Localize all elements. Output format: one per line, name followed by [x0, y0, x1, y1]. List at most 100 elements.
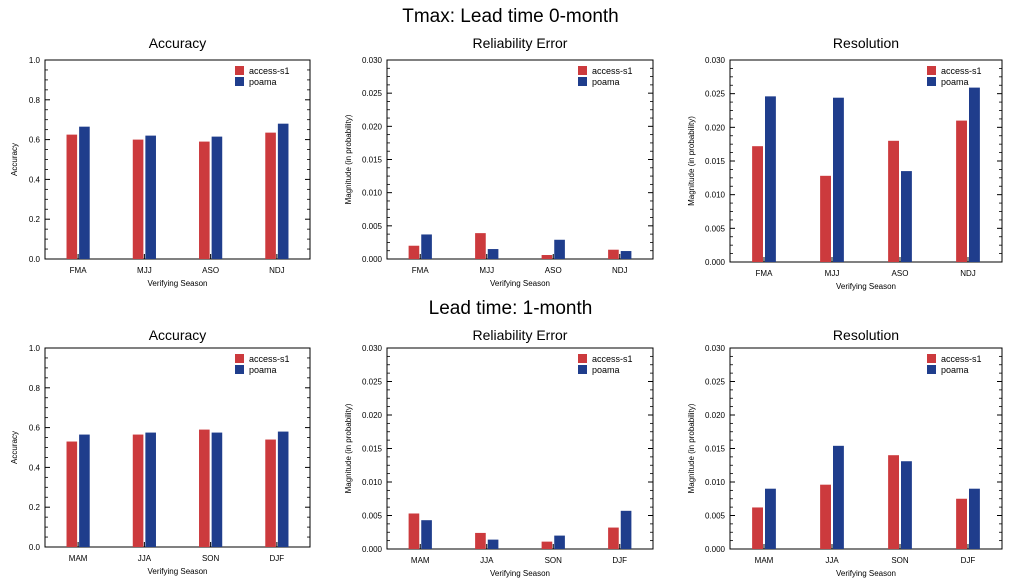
legend-label-poama: poama	[941, 77, 969, 87]
x-tick-label-ndj: NDJ	[960, 269, 976, 278]
bar-access-s1-fma	[408, 245, 420, 259]
y-tick-label: 0.010	[362, 478, 383, 487]
y-tick-label: 0.0	[29, 543, 41, 552]
y-tick-label: 0.020	[362, 411, 383, 420]
y-tick-label: 0.030	[362, 56, 383, 65]
x-tick-label-fma: FMA	[70, 266, 88, 275]
legend-label-poama: poama	[249, 77, 277, 87]
bar-access-s1-aso	[541, 255, 553, 259]
legend-label-access-s1: access-s1	[941, 66, 982, 76]
y-tick-label: 0.025	[362, 378, 383, 387]
y-tick-label: 0.030	[362, 344, 383, 353]
legend-swatch-poama	[578, 365, 587, 374]
bar-access-s1-jja	[132, 434, 144, 547]
y-tick-label: 0.000	[362, 545, 383, 554]
bar-poama-mjj	[487, 249, 499, 259]
legend-label-access-s1: access-s1	[592, 66, 633, 76]
x-tick-label-son: SON	[891, 556, 909, 565]
legend-swatch-access-s1	[235, 66, 244, 75]
accuracy-chart-lead-0: Accuracy 0.0 0.2 0.4 0.6 0.8 1.0 Accuracy FMA MJJ…	[10, 35, 311, 288]
row-title-lead-0: Tmax: Lead time 0-month	[402, 6, 619, 27]
bar-access-s1-djf	[956, 498, 967, 549]
legend-swatch-access-s1	[578, 66, 587, 75]
x-axis-label: Verifying Season	[490, 569, 550, 578]
y-tick-label: 0.6	[29, 136, 41, 145]
x-tick-label-mam: MAM	[411, 556, 430, 565]
x-tick-label-son: SON	[545, 556, 563, 565]
y-tick-label: 0.010	[705, 191, 726, 200]
bar-access-s1-son	[199, 429, 210, 547]
bar-access-s1-mjj	[475, 233, 486, 259]
bar-poama-djf	[969, 488, 980, 549]
legend-label-poama: poama	[592, 77, 620, 87]
bar-poama-ndj	[277, 123, 289, 260]
bar-poama-ndj	[969, 87, 980, 263]
accuracy-title: Accuracy	[149, 35, 207, 51]
y-tick-label: 0.015	[362, 156, 383, 165]
y-tick-label: 1.0	[29, 56, 41, 65]
resolution-title: Resolution	[833, 35, 899, 51]
x-tick-label-djf: DJF	[270, 554, 285, 563]
x-tick-label-aso: ASO	[202, 266, 219, 275]
y-tick-label: 0.015	[362, 445, 383, 454]
y-tick-label: 0.000	[362, 255, 383, 264]
legend-label-poama: poama	[941, 365, 969, 375]
bar-access-s1-mjj	[820, 175, 831, 262]
row-title-lead-1: Lead time: 1-month	[428, 298, 593, 319]
bar-access-s1-mam	[752, 507, 763, 549]
x-tick-label-jja: JJA	[138, 554, 152, 563]
x-tick-label-djf: DJF	[961, 556, 976, 565]
legend-swatch-poama	[235, 77, 244, 86]
legend-swatch-access-s1	[927, 66, 936, 75]
y-tick-label: 0.8	[29, 96, 41, 105]
bar-poama-mjj	[833, 97, 844, 262]
y-tick-label: 0.8	[29, 384, 41, 393]
bar-poama-fma	[79, 126, 90, 259]
x-axis-label: Verifying Season	[147, 279, 207, 288]
x-tick-label-fma: FMA	[756, 269, 774, 278]
bar-poama-mam	[421, 520, 432, 549]
legend-label-access-s1: access-s1	[249, 66, 290, 76]
x-tick-label-fma: FMA	[412, 266, 430, 275]
legend-swatch-access-s1	[927, 354, 936, 363]
x-tick-label-ndj: NDJ	[269, 266, 285, 275]
bar-poama-jja	[487, 539, 499, 549]
bar-poama-mam	[79, 434, 90, 547]
x-axis-label: Verifying Season	[147, 567, 207, 576]
resolution-title: Resolution	[833, 327, 899, 343]
bar-access-s1-son	[541, 541, 553, 549]
y-tick-label: 0.025	[705, 90, 726, 99]
bar-access-s1-mam	[408, 513, 420, 549]
legend-swatch-poama	[235, 365, 244, 374]
y-tick-label: 0.010	[362, 189, 383, 198]
bar-access-s1-aso	[199, 141, 210, 259]
legend-swatch-access-s1	[235, 354, 244, 363]
y-tick-label: 0.005	[705, 224, 726, 233]
accuracy-chart-lead-1: Accuracy 0.0 0.2 0.4 0.6 0.8 1.0 Accuracy MAM JJA…	[10, 327, 311, 576]
bar-poama-ndj	[620, 251, 632, 259]
y-tick-label: 0.015	[705, 445, 726, 454]
legend-label-access-s1: access-s1	[941, 354, 982, 364]
accuracy-title: Accuracy	[149, 327, 207, 343]
x-tick-label-mjj: MJJ	[479, 266, 494, 275]
x-tick-label-jja: JJA	[825, 556, 839, 565]
bar-access-s1-aso	[888, 140, 899, 262]
y-tick-label: 0.015	[705, 157, 726, 166]
y-axis-label: Accuracy	[10, 143, 19, 176]
y-tick-label: 0.4	[29, 175, 41, 184]
bar-poama-fma	[765, 96, 776, 262]
y-tick-label: 0.0	[29, 255, 41, 264]
y-tick-label: 0.025	[362, 89, 383, 98]
y-tick-label: 0.005	[362, 222, 383, 231]
y-axis-label: Accuracy	[10, 431, 19, 464]
bar-poama-aso	[554, 239, 565, 259]
bar-poama-jja	[145, 432, 156, 547]
y-tick-label: 0.4	[29, 463, 41, 472]
y-tick-label: 0.6	[29, 424, 41, 433]
y-tick-label: 0.005	[362, 512, 383, 521]
bar-access-s1-ndj	[956, 120, 967, 262]
y-tick-label: 0.020	[705, 411, 726, 420]
x-tick-label-mjj: MJJ	[825, 269, 840, 278]
legend-label-access-s1: access-s1	[249, 354, 290, 364]
bar-access-s1-ndj	[265, 132, 276, 259]
